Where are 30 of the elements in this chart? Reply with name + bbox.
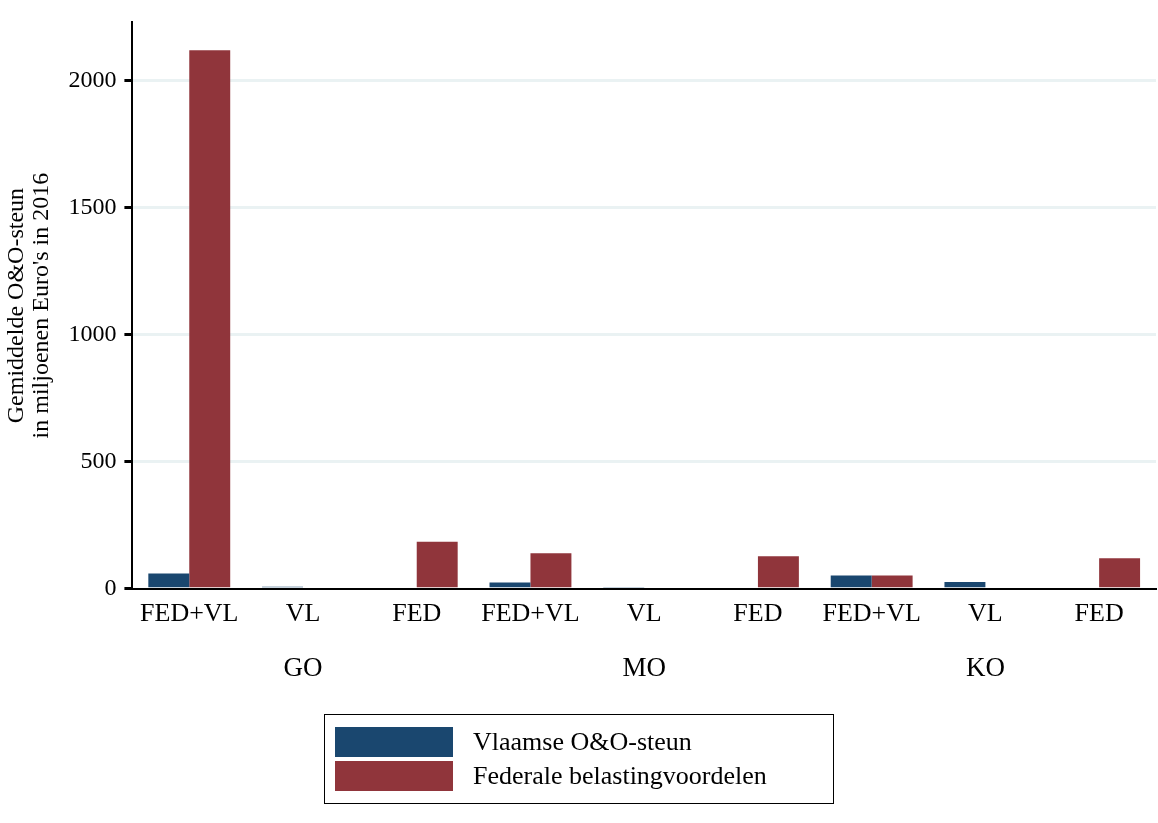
text: MO [622,651,666,682]
bar [530,553,572,588]
x-tick-label: FED [392,598,442,628]
x-tick-label: FED+VL [822,598,921,628]
y-axis-title: Gemiddelde O&O-steun in miljoenen Euro's in 2016 [1,172,54,439]
bar [1099,558,1141,588]
legend-label: Federale belastingvoordelen [473,761,767,791]
x-tick-label: FED+VL [481,598,580,628]
x-tick-label: VL [626,598,662,628]
x-tick-label: VL [285,598,321,628]
bar [148,573,190,588]
y-tick-label: 500 [80,447,117,474]
x-tick-label: FED [1074,598,1124,628]
x-tick-label: VL [968,598,1003,628]
y-tick-label: 1500 [68,193,117,220]
x-tick-label: FED [733,598,783,628]
legend-label: Vlaamse O&O-steun [473,727,692,757]
bar [189,50,231,588]
bar [944,581,986,588]
x-tick-label: FED+VL [140,598,239,628]
bar [757,556,799,588]
bar [489,582,531,588]
y-tick-label: 2000 [68,66,117,93]
bar [830,575,872,588]
y-tick-label: 1000 [68,320,117,347]
text: GO [283,651,323,682]
bar [416,541,458,588]
y-tick-label: 0 [104,574,117,601]
bar [871,575,913,588]
text: KO [965,651,1005,682]
